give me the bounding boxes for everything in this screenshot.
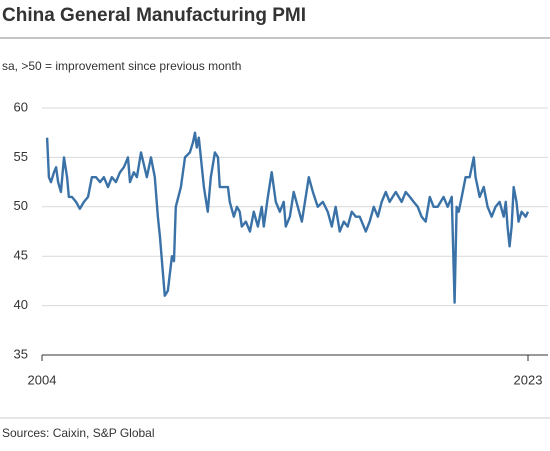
y-tick-label: 55 bbox=[14, 149, 28, 164]
y-tick-label: 50 bbox=[14, 198, 28, 213]
y-tick-label: 35 bbox=[14, 346, 28, 361]
y-tick-label: 60 bbox=[14, 99, 28, 114]
x-tick-label: 2004 bbox=[28, 372, 57, 387]
chart-title: China General Manufacturing PMI bbox=[2, 5, 306, 26]
y-tick-label: 45 bbox=[14, 248, 28, 263]
subtitle: sa, >50 = improvement since previous mon… bbox=[2, 59, 241, 73]
source-note: Sources: Caixin, S&P Global bbox=[2, 426, 155, 440]
data-line bbox=[45, 131, 530, 304]
y-tick-label: 40 bbox=[14, 297, 28, 312]
x-tick-label: 2023 bbox=[514, 372, 543, 387]
